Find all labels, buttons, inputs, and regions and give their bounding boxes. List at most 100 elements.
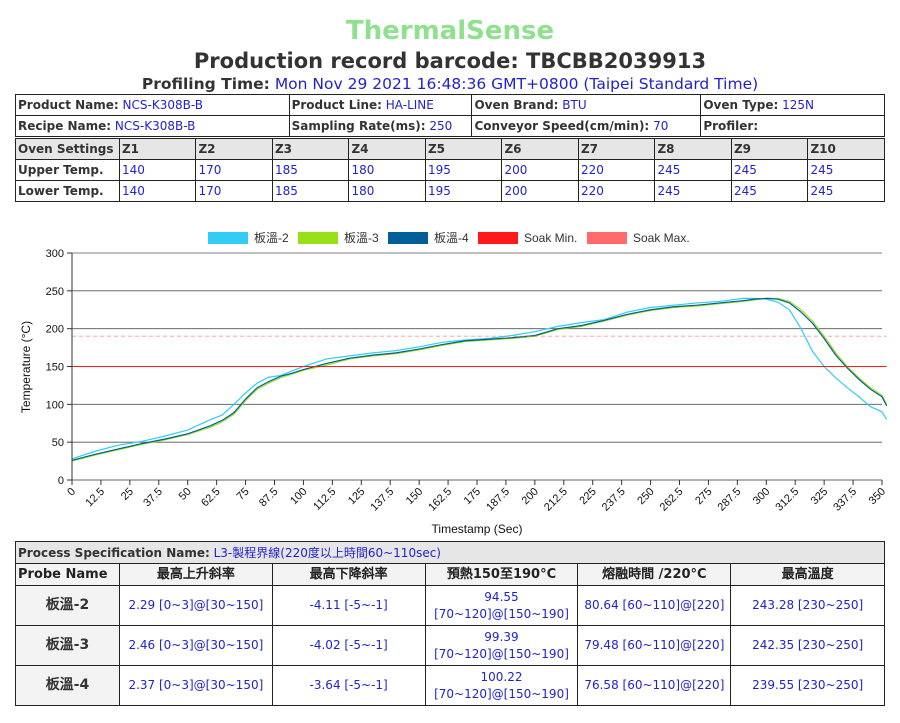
x-tick-label: 137.5 [368,486,396,514]
x-tick-label: 37.5 [141,486,165,510]
process-spec-table: Process Specification Name: L3-製程界線(220度… [15,541,885,706]
chart-series [71,297,888,462]
oven-brand-value: BTU [562,98,587,112]
x-tick-label: 175 [462,486,483,507]
lower-temp-label: Lower Temp. [15,180,120,202]
series-line [71,297,888,461]
recipe-name-value: NCS-K308B-B [114,119,196,133]
x-tick-label: 300 [751,486,772,507]
zone-header: Z4 [348,138,426,160]
legend-label: 板溫-3 [344,231,379,245]
y-tick-label: 200 [46,324,64,336]
x-tick-label: 0 [65,486,78,499]
oven-type-label: Oven Type: [703,98,779,112]
conveyor-speed-cell: Conveyor Speed(cm/min): 70 [471,115,702,137]
fall-slope: -4.02 [-5~-1] [271,625,426,666]
zone-header: Z7 [577,138,656,160]
x-tick-label: 275 [693,486,714,507]
product-name-value: NCS-K308B-B [122,98,203,112]
peak-temp: 239.55 [230~250] [730,665,885,706]
preheat-value: 100.22 [480,669,523,684]
table-row: 板溫-4 2.37 [0~3]@[30~150] -3.64 [-5~-1] 1… [15,665,885,706]
upper-temp-label: Upper Temp. [15,159,120,181]
probe-name: 板溫-4 [15,665,120,706]
lower-temp-value: 245 [654,180,732,202]
product-line-label: Product Line: [291,98,382,112]
series-line [71,297,888,462]
legend-label: Soak Max. [633,231,690,245]
upper-temp-value: 220 [577,159,656,181]
process-spec-name: Process Specification Name: L3-製程界線(220度… [15,541,885,564]
sampling-rate-label: Sampling Rate(ms): [291,119,426,133]
profiling-time: Profiling Time: Mon Nov 29 2021 16:48:36… [0,74,900,94]
melt-time: 80.64 [60~110]@[220] [577,585,732,626]
x-tick-label: 75 [235,486,252,503]
column-header-probe: Probe Name [15,563,120,586]
preheat-time: 94.55 [70~120]@[150~190] [424,585,579,626]
profiler-label: Profiler: [703,119,759,133]
preheat-time: 99.39 [70~120]@[150~190] [424,625,579,666]
zone-header: Z8 [654,138,732,160]
lower-temp-value: 185 [271,180,350,202]
page-title: Production record barcode: TBCBB2039913 [193,49,707,73]
legend-label: 板溫-4 [434,231,469,245]
lower-temp-value: 245 [807,180,885,202]
legend-label: 板溫-2 [254,231,289,245]
chart-legend: 板溫-2 板溫-3 板溫-4 Soak Min. Soak Max. [208,231,690,245]
conveyor-speed-value: 70 [653,119,669,133]
upper-temp-value: 185 [271,159,350,181]
preheat-time: 100.22 [70~120]@[150~190] [424,665,579,706]
lower-temp-value: 140 [118,180,197,202]
lower-temp-value: 220 [577,180,656,202]
product-line-value: HA-LINE [385,98,434,112]
peak-temp: 243.28 [230~250] [730,585,885,626]
brand-title: ThermalSense [345,16,555,46]
column-header-melt: 熔融時間 /220°C [577,563,732,586]
x-tick-label: 150 [404,486,425,507]
x-tick-label: 312.5 [773,486,801,514]
recipe-name-label: Recipe Name: [18,119,112,133]
x-tick-label: 112.5 [311,486,338,513]
x-tick-label: 125 [346,486,367,507]
lower-temp-value: 200 [501,180,579,202]
x-tick-label: 250 [635,486,656,507]
rise-slope: 2.29 [0~3]@[30~150] [118,585,273,626]
y-tick-label: 0 [58,475,64,487]
recipe-name-cell: Recipe Name: NCS-K308B-B [15,115,290,137]
oven-brand-cell: Oven Brand: BTU [471,94,702,116]
legend-swatch [388,232,428,244]
x-tick-label: 212.5 [542,486,570,514]
zone-header: Z6 [501,138,579,160]
preheat-value: 99.39 [484,629,519,644]
sampling-rate-value: 250 [429,119,453,133]
melt-time: 79.48 [60~110]@[220] [577,625,732,666]
legend-swatch [587,232,627,244]
y-tick-label: 50 [52,437,64,449]
oven-type-value: 125N [782,98,815,112]
upper-temp-value: 245 [807,159,885,181]
table-row: 板溫-2 2.29 [0~3]@[30~150] -4.11 [-5~-1] 9… [15,585,885,626]
upper-temp-value: 170 [195,159,273,181]
x-tick-label: 225 [577,486,598,507]
upper-temp-value: 180 [348,159,426,181]
upper-temp-value: 200 [501,159,579,181]
zone-header: Z2 [195,138,273,160]
preheat-value: 94.55 [484,589,519,604]
y-tick-label: 300 [46,248,64,260]
upper-temp-value: 245 [730,159,809,181]
rise-slope: 2.37 [0~3]@[30~150] [118,665,273,706]
melt-time: 76.58 [60~110]@[220] [577,665,732,706]
x-axis-label: Timestamp (Sec) [432,522,523,536]
product-name-cell: Product Name: NCS-K308B-B [15,94,290,116]
upper-temp-value: 245 [654,159,732,181]
x-tick-label: 287.5 [716,486,744,514]
product-name-label: Product Name: [18,98,119,112]
legend-swatch [298,232,338,244]
x-tick-label: 62.5 [199,486,223,510]
legend-swatch [208,232,248,244]
lower-temp-value: 195 [424,180,503,202]
series-line [71,297,888,460]
oven-type-cell: Oven Type: 125N [700,94,885,116]
zone-header: Z10 [807,138,885,160]
legend-label: Soak Min. [524,231,577,245]
